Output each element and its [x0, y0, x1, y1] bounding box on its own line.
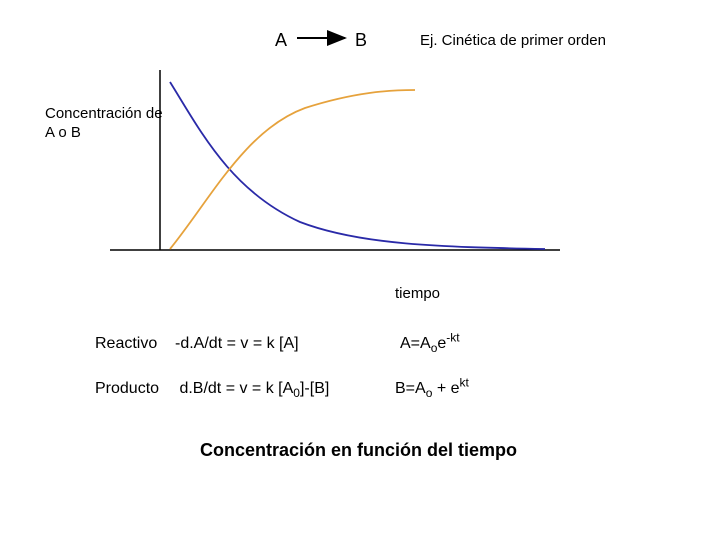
- figure-caption: Concentración en función del tiempo: [200, 440, 517, 461]
- producto-sol-eq: B=Ao + ekt: [395, 380, 469, 398]
- curve-B: [170, 90, 415, 249]
- reactivo-sol-eq: A=Aoe-kt: [400, 335, 460, 353]
- kinetics-subtitle: Ej. Cinética de primer orden: [420, 32, 606, 49]
- producto-label: Producto: [95, 380, 159, 398]
- x-axis-label: tiempo: [395, 285, 440, 302]
- reactivo-rate-eq: -d.A/dt = v = k [A]: [175, 335, 299, 353]
- product-B-label: B: [355, 30, 367, 51]
- reactivo-label: Reactivo: [95, 335, 157, 353]
- y-axis-label-line1: Concentración de: [45, 105, 163, 122]
- reactant-A-label: A: [275, 30, 287, 51]
- y-axis-label: Concentración de A o B: [45, 105, 163, 143]
- y-axis-label-line2: A o B: [45, 124, 81, 141]
- producto-rate-eq: d.B/dt = v = k [A0]-[B]: [175, 380, 329, 398]
- curve-A: [170, 82, 545, 249]
